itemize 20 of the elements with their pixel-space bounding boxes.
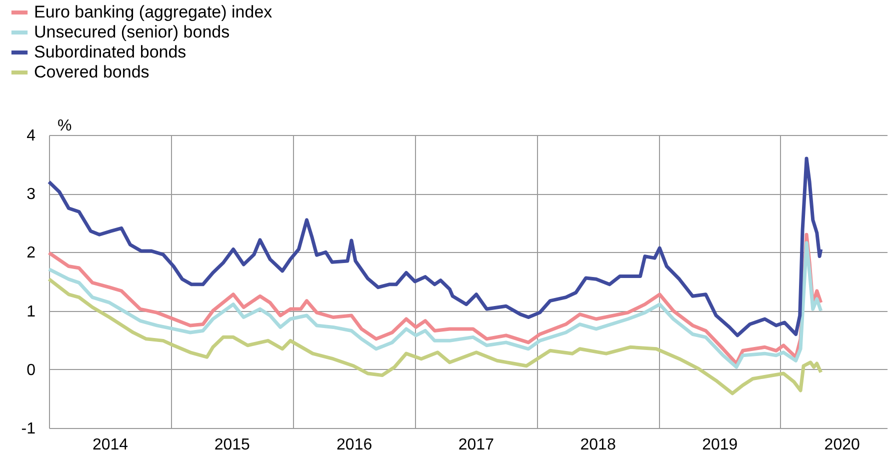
x-tick-label: 2020 xyxy=(824,436,860,454)
y-tick-label: 1 xyxy=(26,303,36,320)
legend-label: Subordinated bonds xyxy=(34,42,186,62)
y-tick-label: 4 xyxy=(26,128,36,144)
line-series xyxy=(47,277,823,396)
y-axis-title: % xyxy=(58,118,72,134)
y-tick-label: 0 xyxy=(26,362,36,379)
x-tick-label: 2017 xyxy=(458,436,494,454)
x-tick-label: 2015 xyxy=(214,436,250,454)
x-tick-label: 2016 xyxy=(336,436,372,454)
line-series xyxy=(47,156,823,338)
y-tick-label: -1 xyxy=(21,420,36,438)
y-tick-label: 3 xyxy=(26,186,36,204)
y-tick-label: 2 xyxy=(26,244,36,262)
legend-label: Unsecured (senior) bonds xyxy=(34,22,230,42)
x-tick-label: 2019 xyxy=(702,436,738,454)
x-tick-label: 2018 xyxy=(580,436,616,454)
x-tick-label: 2014 xyxy=(92,436,128,454)
legend-label: Covered bonds xyxy=(34,62,150,82)
legend-label: Euro banking (aggregate) index xyxy=(34,2,273,22)
